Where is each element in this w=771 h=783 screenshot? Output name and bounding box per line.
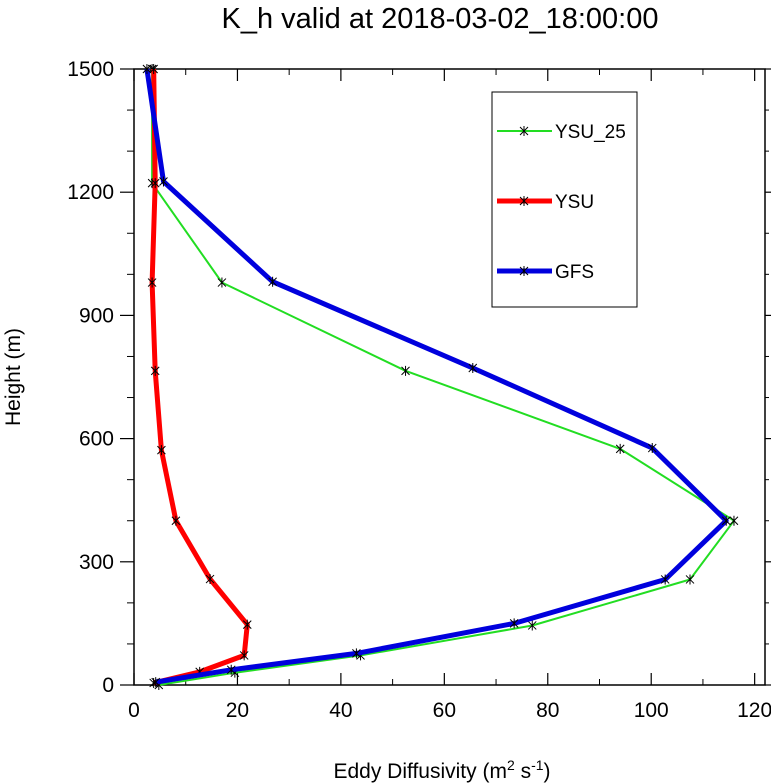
data-point-gfs bbox=[159, 176, 168, 187]
data-point-ysu bbox=[149, 64, 159, 74]
data-point-gfs bbox=[468, 362, 478, 373]
data-point-ysu-25 bbox=[685, 574, 695, 585]
y-tick-label: 300 bbox=[79, 551, 114, 574]
legend-marker-ysu bbox=[519, 196, 529, 206]
y-axis-label: Height (m) bbox=[2, 328, 25, 426]
data-point-ysu bbox=[239, 650, 249, 661]
data-point-ysu bbox=[171, 515, 181, 526]
x-tick-label: 120 bbox=[737, 699, 771, 722]
data-point-gfs bbox=[647, 443, 657, 454]
x-axis-label-sup2: -1 bbox=[531, 757, 544, 773]
legend-item-gfs: GFS bbox=[497, 262, 594, 283]
legend-label-ysu: YSU bbox=[555, 192, 594, 213]
data-point-gfs bbox=[660, 574, 670, 585]
data-point-gfs bbox=[142, 64, 152, 74]
data-point-ysu-25 bbox=[401, 365, 410, 376]
x-tick-label: 0 bbox=[128, 699, 140, 722]
legend-marker-gfs bbox=[519, 266, 529, 276]
series-line-ysu-25 bbox=[151, 69, 735, 686]
x-tick-label: 100 bbox=[634, 699, 669, 722]
legend-item-ysu: YSU bbox=[497, 192, 594, 213]
series-ysu-25 bbox=[147, 64, 739, 690]
y-tick-label: 1200 bbox=[67, 181, 114, 204]
plot-frame bbox=[133, 68, 766, 686]
x-tick-label: 20 bbox=[226, 699, 249, 722]
series-ysu bbox=[147, 64, 252, 688]
legend-item-ysu-25: YSU_25 bbox=[497, 122, 626, 143]
data-point-ysu-25 bbox=[217, 277, 227, 288]
data-point-gfs bbox=[509, 618, 519, 629]
series-layer bbox=[142, 64, 739, 690]
x-axis-label-sup1: 2 bbox=[507, 757, 515, 773]
y-tick-label: 900 bbox=[79, 304, 114, 327]
chart-title: K_h valid at 2018-03-02_18:00:00 bbox=[222, 3, 659, 35]
y-tick-label: 600 bbox=[79, 428, 114, 451]
series-gfs bbox=[142, 64, 731, 688]
data-point-gfs bbox=[721, 515, 731, 526]
data-point-gfs bbox=[151, 677, 161, 688]
data-point-ysu bbox=[242, 619, 252, 630]
data-point-ysu-25 bbox=[527, 620, 537, 631]
data-point-ysu bbox=[157, 445, 166, 456]
data-point-ysu-25 bbox=[615, 443, 625, 454]
x-tick-label: 80 bbox=[536, 699, 559, 722]
data-point-gfs bbox=[226, 664, 236, 675]
legend-items: YSU_25 YSU GFS bbox=[497, 122, 626, 283]
x-axis-label: Eddy Diffusivity (m2 s-1) bbox=[333, 757, 550, 783]
y-tick-label: 1500 bbox=[67, 58, 114, 81]
legend-label-gfs: GFS bbox=[555, 262, 594, 283]
series-line-ysu bbox=[149, 68, 250, 686]
data-point-ysu bbox=[150, 365, 160, 376]
legend: YSU_25 YSU GFS bbox=[491, 91, 638, 308]
data-point-ysu bbox=[205, 574, 215, 585]
y-axis: 0 300 600 900 1200 1500 bbox=[67, 58, 771, 697]
y-tick-label: 0 bbox=[102, 674, 114, 697]
x-tick-label: 40 bbox=[329, 699, 352, 722]
series-line-gfs bbox=[144, 68, 729, 685]
x-axis-label-end: ) bbox=[544, 760, 551, 783]
data-point-gfs bbox=[352, 648, 361, 659]
data-point-ysu-25 bbox=[729, 515, 739, 526]
data-point-ysu bbox=[150, 178, 160, 189]
data-point-ysu bbox=[147, 277, 157, 288]
legend-label-ysu-25: YSU_25 bbox=[555, 122, 626, 143]
x-axis: 0 20 40 60 80 100 120 bbox=[128, 69, 771, 722]
data-point-gfs bbox=[268, 276, 277, 287]
x-tick-label: 60 bbox=[433, 699, 456, 722]
legend-marker-ysu-25 bbox=[519, 126, 529, 136]
x-axis-label-mid: s bbox=[515, 760, 531, 783]
